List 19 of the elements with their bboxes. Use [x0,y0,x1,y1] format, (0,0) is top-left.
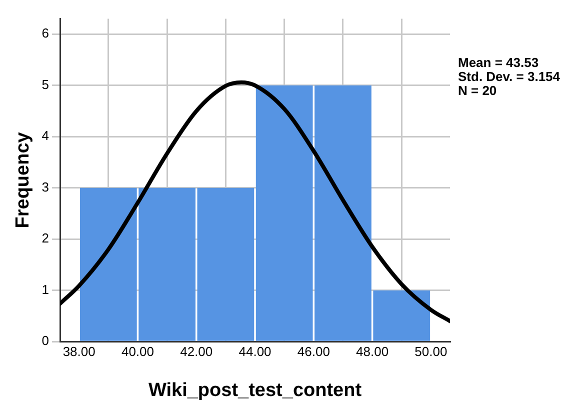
x-tick-label: 48.00 [356,344,389,359]
text: Mean = 43.53 [458,54,539,70]
x-tick-label: 44.00 [238,344,272,359]
y-axis-title: Frequency [12,132,34,228]
x-tick-label: 40.00 [121,344,154,359]
y-tick-label: 0 [42,333,50,348]
x-tick-label: 38.00 [62,344,96,359]
y-tick-label: 3 [42,179,50,194]
y-tick-label: 1 [42,282,50,297]
x-tick-label: 50.00 [414,344,448,359]
y-tick-label: 5 [42,76,50,92]
y-tick-label: 6 [42,26,50,41]
x-tick-label: 42.00 [180,344,213,359]
x-tick-label: 46.00 [297,344,330,359]
y-tick-label: 2 [42,230,50,246]
text: Std. Dev. = 3.154 [458,68,561,84]
y-tick-label: 4 [42,128,50,144]
text: N = 20 [458,82,497,98]
x-axis-title: Wiki_post_test_content [148,380,362,401]
